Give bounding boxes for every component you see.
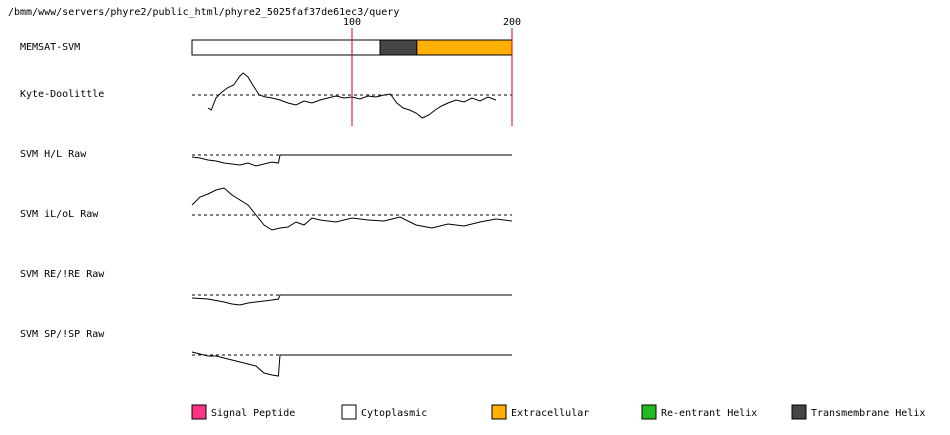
track-label: SVM SP/!SP Raw: [20, 329, 105, 340]
tick-label: 100: [343, 17, 361, 28]
track-label: SVM iL/oL Raw: [20, 209, 99, 220]
legend-label: Transmembrane Helix: [811, 408, 925, 419]
score-curve: [191, 294, 512, 306]
score-curve: [191, 187, 513, 231]
legend-label: Re-entrant Helix: [661, 408, 757, 419]
memsat-segment: [416, 39, 513, 56]
legend-label: Cytoplasmic: [361, 408, 427, 419]
legend-label: Signal Peptide: [211, 408, 295, 419]
track-label: Kyte-Doolittle: [20, 89, 104, 100]
legend-label: Extracellular: [511, 408, 589, 419]
legend-swatch: [791, 404, 807, 420]
score-curve: [191, 351, 512, 377]
track-label: SVM H/L Raw: [20, 149, 87, 160]
legend-swatch: [491, 404, 507, 420]
score-curve: [207, 72, 497, 119]
track-label: MEMSAT-SVM: [20, 42, 80, 53]
legend-swatch: [641, 404, 657, 420]
file-path: /bmm/www/servers/phyre2/public_html/phyr…: [8, 7, 399, 18]
track-label: SVM RE/!RE Raw: [20, 269, 105, 280]
legend-swatch: [341, 404, 357, 420]
tick-label: 200: [503, 17, 521, 28]
score-curve: [191, 154, 512, 167]
memsat-segment: [379, 39, 418, 56]
legend-swatch: [191, 404, 207, 420]
